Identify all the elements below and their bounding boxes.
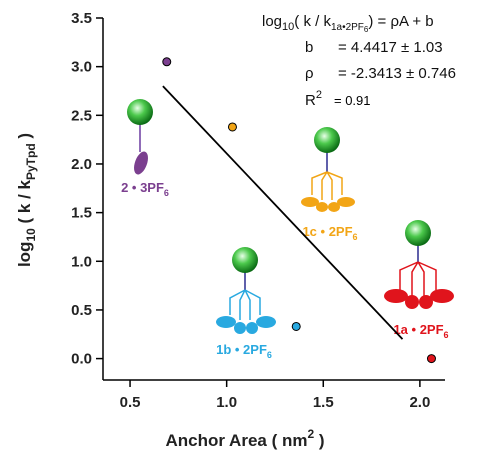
fit-r2: = 0.91 bbox=[334, 93, 371, 108]
fit-b: = 4.4417 ± 1.03 bbox=[338, 39, 443, 56]
eq-part: ) = ρA + b bbox=[368, 13, 433, 30]
molecule-1c bbox=[301, 127, 355, 212]
molecule-1b bbox=[216, 247, 276, 334]
eq-sub: 1a•2PF bbox=[331, 22, 364, 33]
x-tick-label: 2.0 bbox=[409, 394, 430, 411]
x-label-part: Anchor Area ( nm bbox=[165, 431, 307, 450]
label-sub: 6 bbox=[353, 232, 358, 242]
molecule-1a bbox=[384, 220, 454, 309]
label-sub: 6 bbox=[444, 330, 449, 340]
label-text: 1b • 2PF bbox=[216, 342, 267, 357]
y-tick-label: 2.5 bbox=[71, 107, 92, 124]
equation: log10( k / k1a•2PF6) = ρA + b bbox=[262, 13, 434, 34]
fit-rho: = -2.3413 ± 0.746 bbox=[338, 65, 456, 82]
y-label-sub: 10 bbox=[24, 228, 38, 242]
eq-part: ( k / k bbox=[294, 13, 331, 30]
label-sub: 6 bbox=[164, 188, 169, 198]
data-point bbox=[291, 321, 301, 331]
fit-b-name: b bbox=[305, 39, 313, 56]
molecule-label: 1b • 2PF6 bbox=[216, 342, 272, 360]
eq-part: log bbox=[262, 13, 282, 30]
x-axis-label: Anchor Area ( nm2 ) bbox=[165, 427, 324, 450]
r2-sup: 2 bbox=[316, 89, 322, 101]
fit-r2-name: R2 bbox=[305, 89, 322, 109]
eq-subsub: 6 bbox=[364, 25, 369, 34]
label-sub: 6 bbox=[267, 350, 272, 360]
x-tick-label: 1.5 bbox=[313, 394, 334, 411]
molecule-2 bbox=[127, 99, 153, 175]
fit-line bbox=[162, 85, 404, 340]
y-tick-label: 3.5 bbox=[71, 10, 92, 27]
molecule-label: 1c • 2PF6 bbox=[302, 224, 357, 242]
y-label-part: ) bbox=[15, 133, 34, 143]
data-point bbox=[426, 354, 436, 364]
data-point bbox=[227, 122, 237, 132]
x-label-part: ) bbox=[314, 431, 324, 450]
y-tick-label: 0.0 bbox=[71, 351, 92, 368]
y-axis-label: log10 ( k / kPyTpd ) bbox=[15, 133, 38, 267]
y-tick-label: 1.5 bbox=[71, 205, 92, 222]
label-text: 1c • 2PF bbox=[302, 224, 352, 239]
y-label-sub: PyTpd bbox=[24, 143, 38, 180]
label-text: 2 • 3PF bbox=[121, 180, 164, 195]
y-tick-label: 2.0 bbox=[71, 156, 92, 173]
x-tick-label: 1.0 bbox=[216, 394, 237, 411]
y-tick-label: 3.0 bbox=[71, 59, 92, 76]
r2-name: R bbox=[305, 92, 316, 109]
axes bbox=[102, 18, 445, 381]
label-text: 1a • 2PF bbox=[393, 322, 443, 337]
y-label-part: ( k / k bbox=[15, 179, 34, 228]
y-tick-label: 1.0 bbox=[71, 253, 92, 270]
x-tick-label: 0.5 bbox=[120, 394, 141, 411]
eq-sub: 10 bbox=[282, 21, 294, 33]
y-label-part: log bbox=[15, 242, 34, 268]
x-label-sup: 2 bbox=[307, 427, 314, 441]
data-point bbox=[162, 57, 172, 67]
molecule-label: 2 • 3PF6 bbox=[121, 180, 169, 198]
y-tick-label: 0.5 bbox=[71, 302, 92, 319]
molecule-label: 1a • 2PF6 bbox=[393, 322, 448, 340]
fit-rho-name: ρ bbox=[305, 65, 314, 82]
